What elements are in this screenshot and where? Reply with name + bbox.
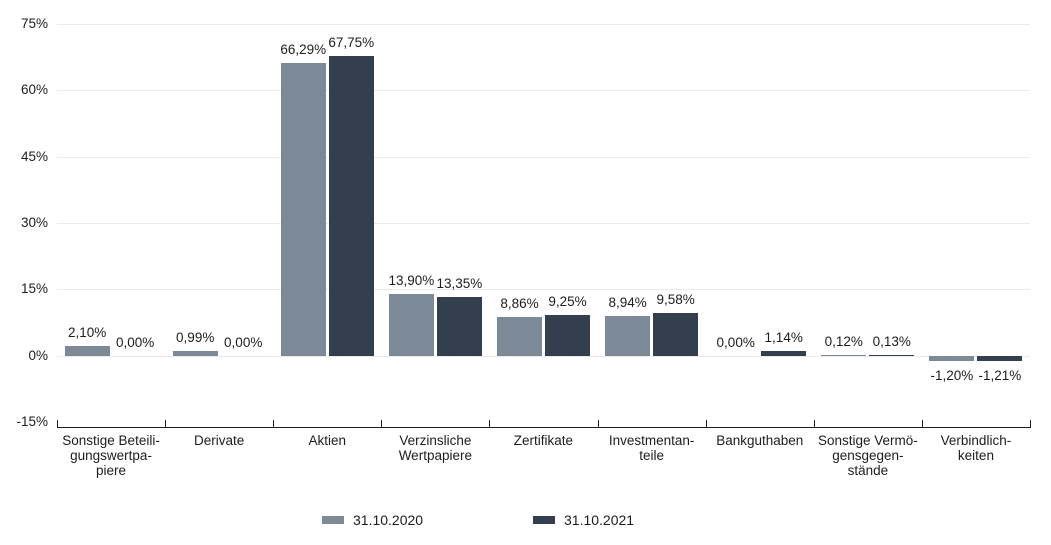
x-axis-tick <box>706 420 707 427</box>
bar-31.10.2021-c3 <box>436 296 482 356</box>
x-category-label-c6: Bankguthaben <box>716 433 804 448</box>
bar-31.10.2021-c5 <box>653 313 699 356</box>
bar-31.10.2020-c3 <box>388 294 434 356</box>
x-category-label-c2: Aktien <box>308 433 346 448</box>
legend-item-2020: 31.10.2020 <box>322 512 423 528</box>
gridline-0% <box>57 356 1030 357</box>
legend-swatch-2021 <box>533 516 555 524</box>
y-tick-label-45%: 45% <box>20 149 48 164</box>
x-axis-line <box>57 427 1031 428</box>
y-tick-label-75%: 75% <box>20 16 48 31</box>
x-category-label-c8: Verbindlich- keiten <box>940 433 1012 463</box>
x-axis-tick <box>598 420 599 427</box>
x-axis-tick <box>381 420 382 427</box>
bar-31.10.2020-c0 <box>64 346 110 356</box>
bar-value-label-31.10.2021-c5: 9,58% <box>656 292 695 308</box>
x-category-label-c1: Derivate <box>194 433 245 448</box>
legend-item-2021: 31.10.2021 <box>533 512 634 528</box>
x-axis-tick <box>814 420 815 427</box>
bar-value-label-31.10.2021-c1: 0,00% <box>224 334 263 350</box>
bar-value-label-31.10.2021-c0: 0,00% <box>115 334 155 350</box>
bar-31.10.2020-c2 <box>280 62 326 356</box>
bar-31.10.2021-c2 <box>328 56 374 356</box>
bar-31.10.2020-c4 <box>497 316 542 356</box>
bar-value-label-31.10.2021-c7: 0,13% <box>872 334 911 350</box>
legend-label-2020: 31.10.2020 <box>353 512 424 528</box>
bar-31.10.2020-c1 <box>172 351 218 356</box>
bar-value-label-31.10.2021-c3: 13,35% <box>436 275 483 291</box>
x-category-label-c4: Zertifikate <box>513 433 574 448</box>
bar-value-label-31.10.2021-c8: -1,21% <box>978 368 1022 383</box>
gridline-45% <box>57 157 1030 158</box>
bar-31.10.2020-c5 <box>605 316 651 356</box>
bar-value-label-31.10.2020-c2: 66,29% <box>280 41 327 57</box>
legend-swatch-2020 <box>322 516 344 524</box>
x-axis-tick <box>489 420 490 427</box>
gridline-75% <box>57 24 1030 25</box>
x-category-label-c0: Sonstige Beteili- gungswertpa- piere <box>62 433 160 478</box>
bar-value-label-31.10.2020-c6: 0,00% <box>716 334 755 350</box>
legend-label-2021: 31.10.2021 <box>564 512 635 528</box>
bar-value-label-31.10.2020-c1: 0,99% <box>176 330 215 346</box>
bar-value-label-31.10.2021-c6: 1,14% <box>764 329 803 345</box>
x-axis-tick <box>165 420 166 427</box>
bar-value-label-31.10.2021-c2: 67,75% <box>328 35 375 51</box>
bar-31.10.2021-c7 <box>869 355 915 357</box>
bar-value-label-31.10.2020-c8: -1,20% <box>930 368 974 383</box>
x-category-label-c3: Verzinsliche Wertpapiere <box>398 433 472 463</box>
bar-value-label-31.10.2020-c0: 2,10% <box>67 325 107 341</box>
bar-value-label-31.10.2020-c5: 8,94% <box>608 295 647 311</box>
bar-value-label-31.10.2020-c4: 8,86% <box>500 295 539 311</box>
y-tick-label--15%: -15% <box>16 414 48 429</box>
x-axis-tick <box>273 420 274 427</box>
x-axis-tick <box>1030 420 1031 427</box>
x-category-label-c7: Sonstige Vermö- gensgegen- stände <box>817 433 918 478</box>
x-category-label-c5: Investmentan- teile <box>608 433 695 463</box>
bar-31.10.2020-c8 <box>929 355 975 361</box>
bar-31.10.2020-c7 <box>821 355 867 357</box>
y-tick-label-0%: 0% <box>28 348 48 363</box>
y-tick-label-30%: 30% <box>20 215 48 230</box>
bar-31.10.2021-c6 <box>761 350 807 356</box>
bar-31.10.2021-c8 <box>977 355 1023 362</box>
bar-31.10.2021-c4 <box>545 314 590 356</box>
bar-value-label-31.10.2021-c4: 9,25% <box>548 293 587 309</box>
x-axis-tick <box>57 420 58 427</box>
y-tick-label-60%: 60% <box>20 82 48 97</box>
gridline-30% <box>57 223 1030 224</box>
x-axis-tick <box>922 420 923 427</box>
bar-value-label-31.10.2020-c3: 13,90% <box>388 273 435 289</box>
gridline-60% <box>57 90 1030 91</box>
y-tick-label-15%: 15% <box>20 281 48 296</box>
gridline-15% <box>57 289 1030 290</box>
bar-value-label-31.10.2020-c7: 0,12% <box>824 334 863 350</box>
